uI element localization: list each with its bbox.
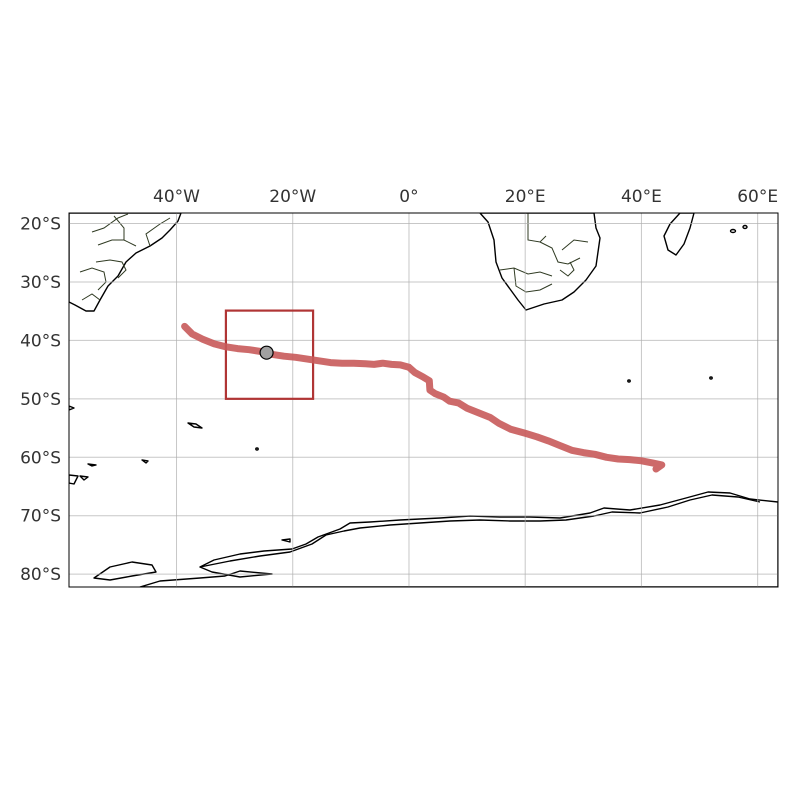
lon-tick-label: 40°W <box>153 187 200 207</box>
lon-tick-label: 40°E <box>621 187 662 207</box>
longitude-labels: 40°W 20°W 0° 20°E 40°E 60°E <box>153 187 778 207</box>
lat-tick-label: 40°S <box>20 331 61 351</box>
latitude-labels: 20°S 30°S 40°S 50°S 60°S 70°S 80°S <box>20 215 61 586</box>
lon-tick-label: 20°W <box>269 187 316 207</box>
antarctic-island <box>93 561 157 581</box>
axes-frame <box>68 212 779 588</box>
south-america-borders <box>79 213 171 301</box>
map-axes <box>69 213 778 587</box>
gridlines <box>69 213 778 587</box>
lat-tick-label: 70°S <box>20 507 61 527</box>
lon-tick-label: 60°E <box>737 187 778 207</box>
lat-tick-label: 80°S <box>20 565 61 585</box>
lat-tick-label: 20°S <box>20 215 61 235</box>
antarctic-island-2 <box>281 538 291 543</box>
africa-landmass <box>479 213 601 311</box>
region-box <box>224 309 315 400</box>
small-islands <box>69 224 748 485</box>
africa-borders <box>499 213 589 293</box>
antarctica-ice-shelf-edge <box>199 494 761 568</box>
lat-tick-label: 30°S <box>20 273 61 293</box>
lat-tick-label: 50°S <box>20 390 61 410</box>
lon-tick-label: 20°E <box>505 187 546 207</box>
lon-tick-label: 0° <box>399 187 418 207</box>
lat-tick-label: 60°S <box>20 448 61 468</box>
south-america-landmass <box>69 213 182 312</box>
position-marker <box>259 345 274 360</box>
